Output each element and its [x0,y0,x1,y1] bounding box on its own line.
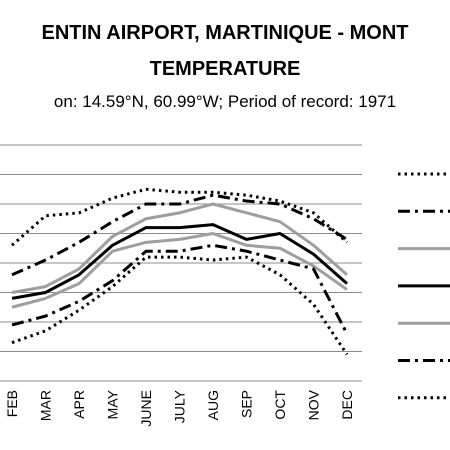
legend [398,172,450,400]
chart-subtitle: on: 14.59°N, 60.99°W; Period of record: … [53,92,397,111]
x-tick-label: SEP [239,390,255,418]
series-line-5 [11,232,348,309]
gridlines [0,144,362,382]
x-tick-label: MAR [38,390,54,421]
series-line-4 [11,223,348,300]
chart-title-line-1: ENTIN AIRPORT, MARTINIQUE - MONT [41,22,409,44]
x-tick-label: JULY [172,389,188,423]
x-axis-labels: FEB MAR APR MAY JUNE JULY AUG SEP OCT NOV DEC [4,389,355,426]
series-line-2 [11,193,348,277]
x-tick-label: JUNE [138,390,154,427]
x-tick-label: FEB [4,390,20,417]
series-line-7 [11,255,349,356]
chart-title-line-2: TEMPERATURE [149,58,301,80]
series-line-6 [11,243,349,335]
x-tick-label: NOV [306,389,322,420]
x-tick-label: AUG [205,390,221,420]
series-lines [11,187,349,356]
series-line-3 [11,202,348,294]
x-tick-label: DEC [339,390,355,420]
x-tick-label: APR [71,390,87,419]
x-tick-label: OCT [272,390,288,420]
series-line-1 [11,187,348,247]
x-tick-label: MAY [105,389,121,419]
